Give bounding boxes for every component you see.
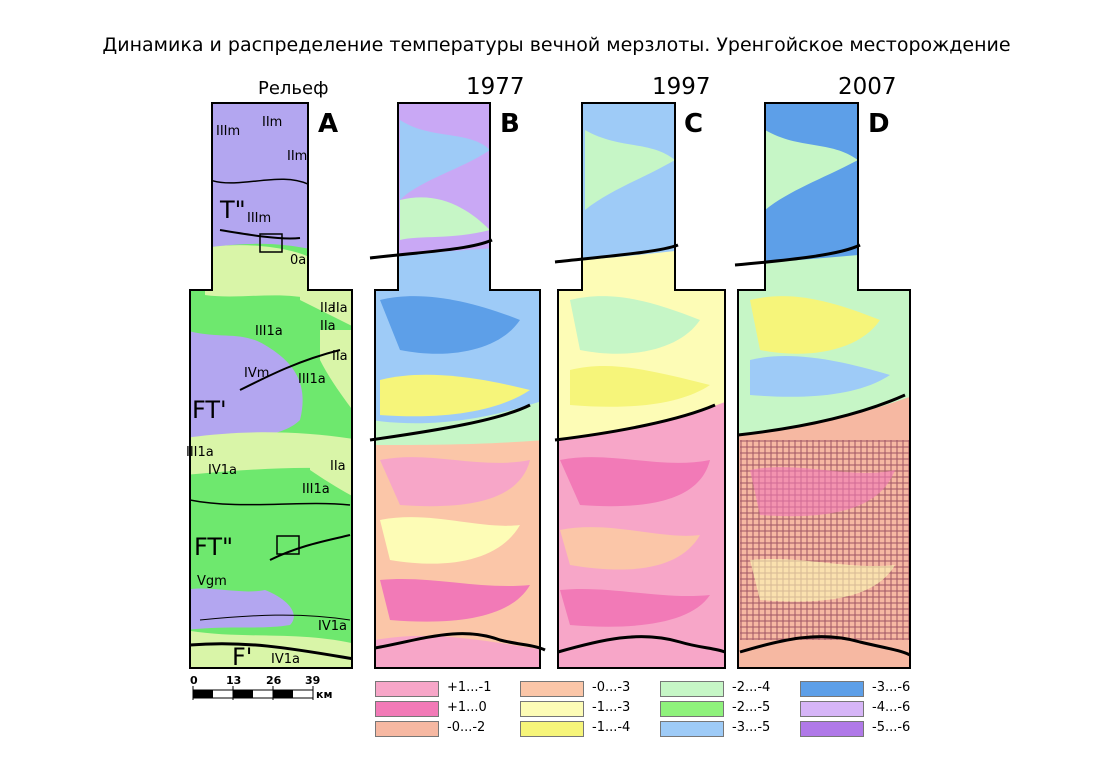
panel-a-letter: A bbox=[318, 109, 338, 139]
unit-label: IIa bbox=[330, 459, 346, 474]
zone-label-ft1: FT' bbox=[192, 396, 227, 424]
unit-label: III1a bbox=[302, 482, 330, 497]
legend-label: -3...-5 bbox=[732, 720, 771, 735]
legend-label: -4...-6 bbox=[872, 700, 911, 715]
unit-label: IV1a bbox=[208, 463, 237, 478]
panel-b-caption: 1977 bbox=[466, 74, 525, 100]
legend-swatch bbox=[800, 681, 864, 697]
unit-label: IIm bbox=[262, 115, 282, 130]
legend-label: -1...-4 bbox=[592, 720, 631, 735]
unit-label: IV1a bbox=[318, 619, 347, 634]
legend-label: -1...-3 bbox=[592, 700, 631, 715]
unit-label: III1a bbox=[255, 324, 283, 339]
scale-tick-label: 0 bbox=[190, 674, 198, 687]
panel-b-1977-map: B bbox=[369, 102, 546, 669]
zone-label-f: F' bbox=[232, 643, 252, 671]
legend-swatch bbox=[660, 701, 724, 717]
panel-d-2007-map: D bbox=[734, 102, 911, 669]
unit-label: IIa bbox=[332, 349, 348, 364]
legend-swatch bbox=[660, 681, 724, 697]
unit-label: IIa bbox=[332, 301, 348, 316]
panel-a-relief-map: A T" FT' FT" F' IIIm IIm IIm IIIm 0a IIa… bbox=[186, 102, 353, 671]
scale-unit-label: км bbox=[316, 688, 333, 701]
scale-bar bbox=[192, 686, 314, 700]
legend-swatch bbox=[520, 721, 584, 737]
legend-swatch bbox=[520, 701, 584, 717]
scale-tick-label: 26 bbox=[266, 674, 282, 687]
unit-label: Vgm bbox=[197, 574, 227, 589]
unit-label: IIa bbox=[320, 319, 336, 334]
legend-swatch bbox=[520, 681, 584, 697]
unit-label: 0a bbox=[290, 253, 306, 268]
panel-c-1997-map: C bbox=[554, 102, 726, 669]
legend-swatch bbox=[800, 721, 864, 737]
legend-swatch bbox=[375, 701, 439, 717]
unit-label: IIm bbox=[287, 149, 307, 164]
panel-c-letter: C bbox=[684, 109, 703, 139]
unit-label: IIa bbox=[320, 301, 336, 316]
zone-label-ft2: FT" bbox=[194, 533, 233, 561]
panel-d-caption: 2007 bbox=[838, 74, 897, 100]
unit-label: III1a bbox=[186, 445, 214, 460]
unit-label: IIIm bbox=[247, 211, 271, 226]
legend-label: +1...-1 bbox=[447, 680, 492, 695]
zone-label-t: T" bbox=[219, 196, 246, 224]
unit-label: IIIm bbox=[216, 124, 240, 139]
legend-label: -0...-3 bbox=[592, 680, 631, 695]
legend-label: -5...-6 bbox=[872, 720, 911, 735]
scale-tick-label: 39 bbox=[305, 674, 321, 687]
legend-label: -2...-5 bbox=[732, 700, 771, 715]
legend-label: +1...0 bbox=[447, 700, 487, 715]
panel-b-letter: B bbox=[500, 109, 520, 139]
legend-swatch bbox=[375, 681, 439, 697]
unit-label: IVm bbox=[244, 366, 269, 381]
scale-tick-label: 13 bbox=[226, 674, 242, 687]
figure-title: Динамика и распределение температуры веч… bbox=[102, 34, 1011, 56]
legend-label: -2...-4 bbox=[732, 680, 771, 695]
legend-swatch bbox=[375, 721, 439, 737]
panel-d-letter: D bbox=[868, 109, 890, 139]
unit-label: IV1a bbox=[271, 652, 300, 667]
panel-c-caption: 1997 bbox=[652, 74, 711, 100]
panel-a-caption: Рельеф bbox=[258, 78, 329, 99]
legend-label: -0...-2 bbox=[447, 720, 486, 735]
legend-label: -3...-6 bbox=[872, 680, 911, 695]
legend-swatch bbox=[660, 721, 724, 737]
legend-swatch bbox=[800, 701, 864, 717]
unit-label: III1a bbox=[298, 372, 326, 387]
